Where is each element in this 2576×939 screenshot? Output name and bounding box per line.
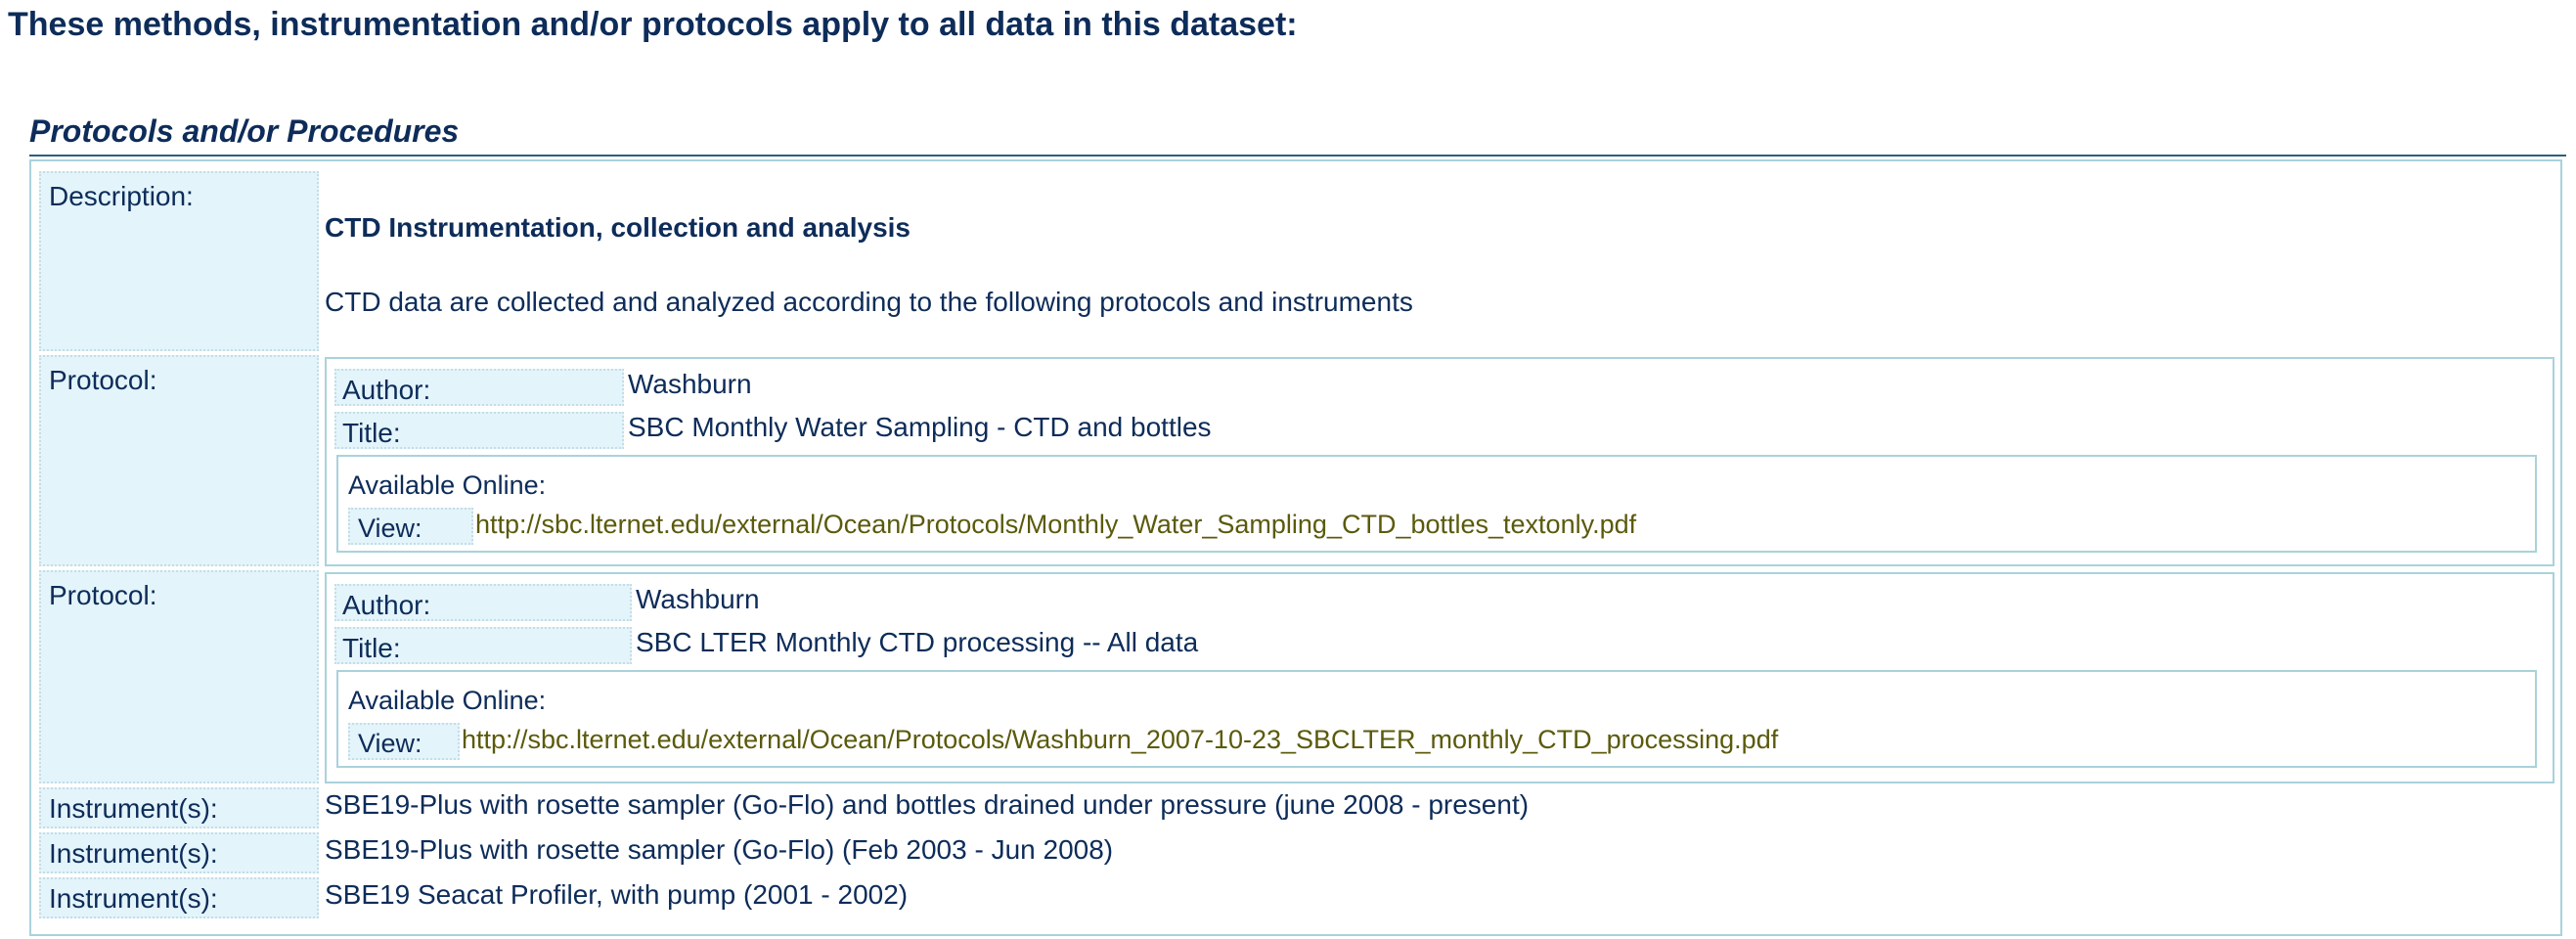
description-label: Description: bbox=[39, 171, 319, 351]
protocols-table: Description: CTD Instrumentation, collec… bbox=[29, 159, 2562, 936]
instrument-label: Instrument(s): bbox=[39, 832, 319, 873]
section-heading: Protocols and/or Procedures bbox=[29, 113, 460, 149]
section-divider bbox=[29, 155, 2566, 156]
protocol-label: Protocol: bbox=[39, 355, 319, 566]
author-label: Author: bbox=[334, 369, 624, 406]
view-label: View: bbox=[348, 723, 460, 760]
description-title: CTD Instrumentation, collection and anal… bbox=[325, 212, 910, 243]
protocol-link[interactable]: http://sbc.lternet.edu/external/Ocean/Pr… bbox=[475, 510, 1637, 539]
protocol-2: Author: Washburn Title: SBC LTER Monthly… bbox=[325, 572, 2554, 783]
instrument-label: Instrument(s): bbox=[39, 787, 319, 828]
instrument-value: SBE19-Plus with rosette sampler (Go-Flo)… bbox=[325, 834, 1114, 865]
available-online-label: Available Online: bbox=[348, 686, 547, 715]
title-label: Title: bbox=[334, 412, 624, 449]
instrument-value: SBE19-Plus with rosette sampler (Go-Flo)… bbox=[325, 789, 1530, 820]
protocol-label: Protocol: bbox=[39, 570, 319, 783]
instrument-value: SBE19 Seacat Profiler, with pump (2001 -… bbox=[325, 879, 909, 910]
protocol-1: Author: Washburn Title: SBC Monthly Wate… bbox=[325, 357, 2554, 566]
page-heading: These methods, instrumentation and/or pr… bbox=[8, 6, 1298, 43]
instrument-label: Instrument(s): bbox=[39, 877, 319, 918]
author-value: Washburn bbox=[636, 584, 760, 614]
view-label: View: bbox=[348, 508, 473, 545]
available-online-box: Available Online: View: http://sbc.ltern… bbox=[336, 670, 2537, 768]
author-value: Washburn bbox=[628, 369, 752, 399]
available-online-label: Available Online: bbox=[348, 470, 547, 500]
available-online-box: Available Online: View: http://sbc.ltern… bbox=[336, 455, 2537, 553]
author-label: Author: bbox=[334, 584, 632, 621]
description-text: CTD data are collected and analyzed acco… bbox=[325, 287, 1413, 317]
protocol-link[interactable]: http://sbc.lternet.edu/external/Ocean/Pr… bbox=[462, 725, 1779, 754]
title-value: SBC Monthly Water Sampling - CTD and bot… bbox=[628, 412, 1212, 442]
title-label: Title: bbox=[334, 627, 632, 664]
title-value: SBC LTER Monthly CTD processing -- All d… bbox=[636, 627, 1199, 657]
